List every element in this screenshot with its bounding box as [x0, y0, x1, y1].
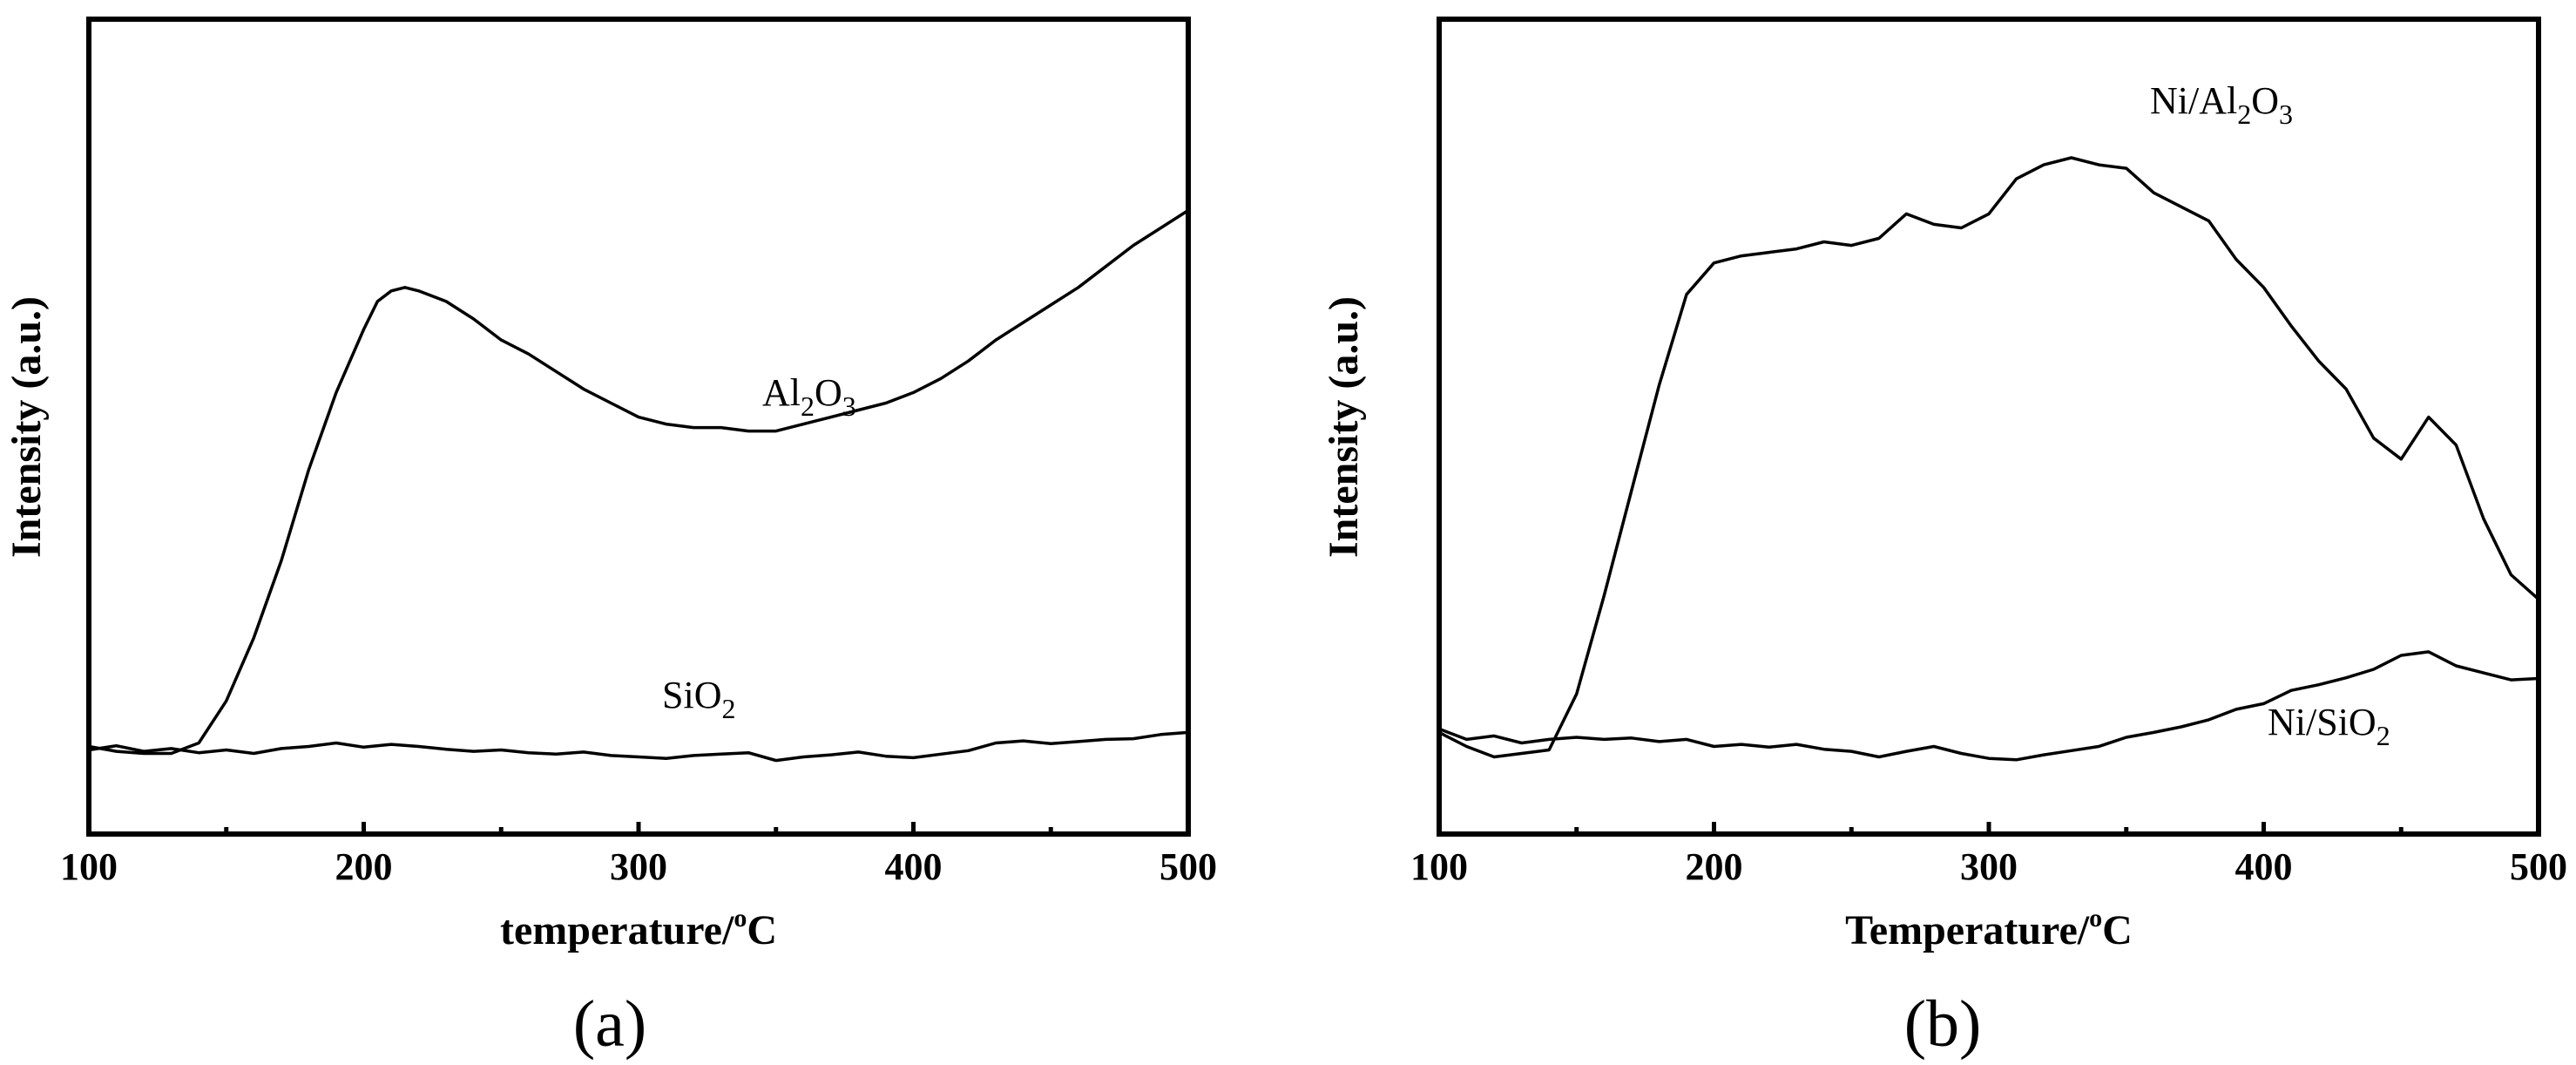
x-tick-label-b-500: 500: [2510, 845, 2567, 888]
series-label-al2o3: Al2O3: [762, 371, 856, 422]
series-label-ni-sio2: Ni/SiO2: [2268, 701, 2390, 751]
x-ticks-a: [86, 822, 1191, 834]
panel-a: 100 200 300 400 500 Al2O3 SiO2 temperature/o…: [3, 17, 1217, 1061]
y-axis-title-b: Intensity (a.u.): [1321, 296, 1367, 558]
series-line-sio2: [88, 730, 1189, 763]
series-label-ni-al2o3: Ni/Al2O3: [2150, 79, 2293, 130]
x-tick-label-b-200: 200: [1686, 845, 1743, 888]
x-tick-label-b-100: 100: [1410, 845, 1468, 888]
series-line-al2o3: [88, 208, 1189, 756]
x-axis-title-b: Temperature/oC: [1845, 904, 2133, 953]
series-line-ni-al2o3: [1438, 156, 2540, 759]
x-tick-labels-b: 100 200 300 400 500: [1410, 845, 2567, 888]
x-tick-label-a-400: 400: [885, 845, 943, 888]
panel-label-a: (a): [573, 987, 646, 1061]
series-lines-b: [1438, 156, 2540, 762]
plot-frame-a: [86, 17, 1191, 837]
series-line-ni-sio2: [1438, 650, 2539, 762]
x-tick-labels-a: 100 200 300 400 500: [60, 845, 1217, 888]
x-ticks-b: [1437, 822, 2541, 834]
series-lines-a: [88, 208, 1189, 763]
panel-b: 100 200 300 400 500 Ni/Al2O3 Ni/SiO2 Tempera…: [1321, 17, 2567, 1061]
y-axis-title-a: Intensity (a.u.): [3, 296, 50, 558]
x-axis-title-a: temperature/oC: [500, 904, 777, 953]
x-tick-label-a-300: 300: [610, 845, 667, 888]
panel-label-b: (b): [1904, 987, 1982, 1061]
x-tick-label-a-100: 100: [60, 845, 118, 888]
x-tick-label-b-400: 400: [2235, 845, 2293, 888]
x-tick-label-b-300: 300: [1960, 845, 2018, 888]
x-tick-label-a-200: 200: [335, 845, 393, 888]
x-tick-label-a-500: 500: [1160, 845, 1217, 888]
series-label-sio2: SiO2: [662, 674, 735, 724]
